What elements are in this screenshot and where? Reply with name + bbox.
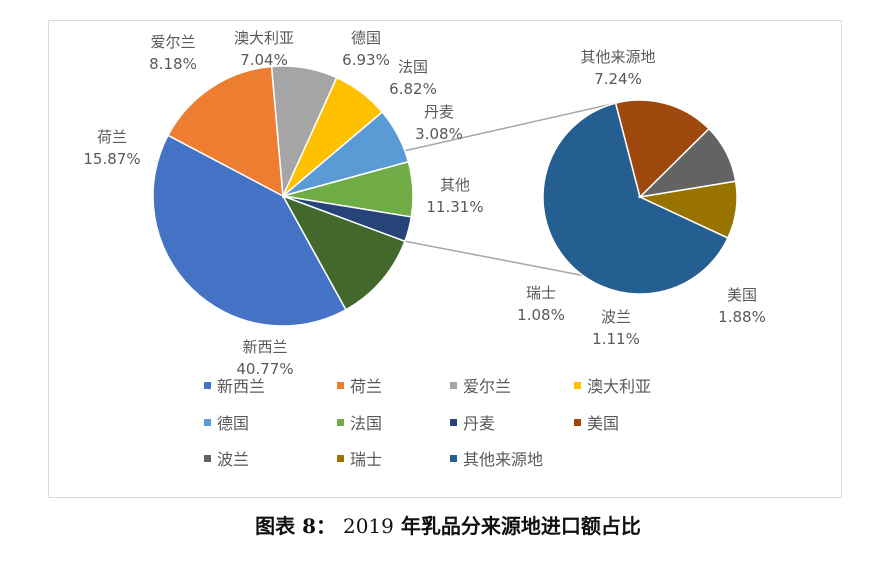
main-label-value-e5beb7e59bbd: 6.93% [342,51,390,69]
legend-label-0: 新西兰 [217,377,265,396]
main-label-value-e585b6e4bb96: 11.31% [426,198,483,216]
main-label-value-e6beb3e5a4a7e588a9e4ba9a: 7.04% [240,51,288,69]
legend-swatch-5 [337,419,344,426]
main-label-name-e88db7e585b0: 荷兰 [97,128,127,146]
legend-label-3: 澳大利亚 [587,377,651,396]
main-label-value-e88db7e585b0: 15.87% [83,150,140,168]
connector-top [404,102,616,152]
legend-swatch-0 [204,382,211,389]
main-label-name-e585b6e4bb96: 其他 [440,176,470,194]
legend-swatch-1 [337,382,344,389]
caption-prefix: 图表 8： [255,514,337,538]
main-label-name-e6b395e59bbd: 法国 [398,58,428,76]
legend-swatch-6 [450,419,457,426]
main-slice-7 [282,195,413,243]
legend-label-4: 德国 [217,414,249,433]
legend-swatch-8 [204,455,211,462]
legend-label-9: 瑞士 [350,450,382,469]
legend-swatch-9 [337,455,344,462]
main-label-value-e696b0e8a5bfe585b0: 40.77% [236,360,293,378]
main-slice-0 [281,194,406,311]
data-labels: 新西兰 40.77% 荷兰 15.87% 爱尔兰 8.18% 澳大利亚 7.04% 德国 6.93… [83,29,765,378]
pie-of-pie-chart: 新西兰40.77%荷兰15.87%爱尔兰8.18%澳大利亚7.04%德国6.93… [83,29,765,469]
caption-year: 2019 [342,514,394,538]
main-pie [152,65,414,327]
legend-swatch-3 [574,382,581,389]
secondary-slice-0 [542,102,729,295]
sec-label-name-e7919ee5a3ab: 瑞士 [526,284,556,302]
main-label-name-e5beb7e59bbd: 德国 [351,29,381,47]
sec-label-value-e7be8ee59bbd: 1.88% [718,308,766,326]
sec-label-value-e7919ee5a3ab: 1.08% [517,306,565,324]
main-label-value-e788b1e5b094e585b0: 8.18% [149,55,197,73]
legend-label-10: 其他来源地 [463,450,543,469]
legend-label-2: 爱尔兰 [463,377,511,396]
main-label-value-e4b8b9e9baa6: 3.08% [415,125,463,143]
legend-label-7: 美国 [587,414,619,433]
legend-swatch-10 [450,455,457,462]
main-label-name-e6beb3e5a4a7e588a9e4ba9a: 澳大利亚 [234,29,294,47]
legend-label-8: 波兰 [217,450,249,469]
legend-swatch-7 [574,419,581,426]
secondary-slice-3 [637,180,738,239]
main-slice-2 [167,65,284,198]
caption-suffix: 年乳品分来源地进口额占比 [400,514,641,538]
legend-label-5: 法国 [350,414,382,433]
legend-swatch-2 [450,382,457,389]
sec-label-name-e6b3a2e585b0: 波兰 [601,308,631,326]
legend-swatch-4 [204,419,211,426]
sec-label-value-e585b6e4bb96e69da5e6ba90: 7.24% [594,70,642,88]
main-label-value-e6b395e59bbd: 6.82% [389,80,437,98]
main-label-name-e696b0e8a5bfe585b0: 新西兰 [242,338,287,356]
main-label-name-e4b8b9e9baa6: 丹麦 [424,103,454,121]
secondary-slice-1 [614,99,711,199]
sec-label-name-e7be8ee59bbd: 美国 [727,286,757,304]
main-slice-1 [152,134,347,327]
sec-label-value-e6b3a2e585b0: 1.11% [592,330,640,348]
legend-label-6: 丹麦 [463,414,495,433]
connector-lines [404,102,616,277]
legend-label-1: 荷兰 [350,377,382,396]
main-label-name-e788b1e5b094e585b0: 爱尔兰 [150,33,195,51]
figure-caption: 图表 8： 2019 年乳品分来源地进口额占比 [0,510,896,539]
connector-bottom [404,240,584,277]
sec-label-name-e585b6e4bb96e69da5e6ba90: 其他来源地 [580,48,655,66]
secondary-pie [542,99,738,295]
